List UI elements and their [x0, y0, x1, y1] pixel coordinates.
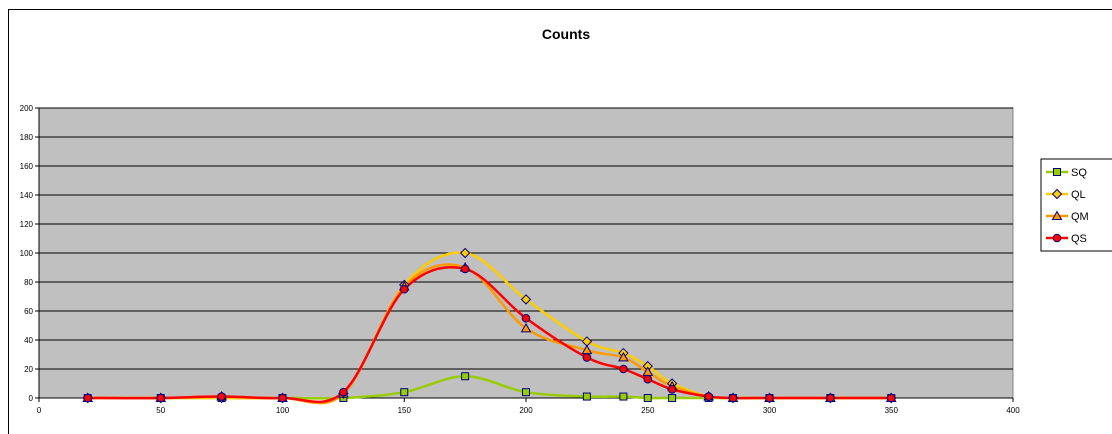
data-point — [704, 392, 713, 401]
data-point — [619, 392, 628, 401]
data-point — [520, 294, 532, 305]
y-tick-label: 200 — [20, 104, 34, 113]
data-point — [619, 364, 628, 374]
data-point — [643, 374, 653, 384]
data-point — [728, 393, 738, 403]
legend-item-sq: SQ — [1046, 167, 1087, 179]
y-tick-label: 140 — [20, 191, 34, 200]
legend-label: QS — [1071, 233, 1087, 245]
data-point — [460, 264, 470, 274]
data-point — [522, 388, 530, 397]
chart-frame: Counts 0 20 40 60 80 100 120 140 160 180 200 0 50 100… — [8, 9, 1112, 434]
x-tick-label: 100 — [276, 406, 290, 415]
data-point — [521, 313, 531, 323]
data-point — [83, 393, 92, 403]
data-point — [278, 393, 287, 403]
y-tick-label: 120 — [20, 220, 34, 229]
legend-swatch-marker — [1052, 233, 1062, 243]
series-layer — [82, 247, 897, 405]
data-point — [582, 353, 592, 362]
x-tick-label: 250 — [641, 406, 655, 415]
data-point — [461, 372, 470, 381]
data-point — [520, 322, 532, 333]
x-tick-label: 400 — [1006, 406, 1020, 415]
chart-title: Counts — [542, 26, 590, 42]
legend-swatch-marker — [1051, 188, 1063, 200]
y-tick-label: 0 — [29, 394, 34, 403]
data-point — [668, 394, 677, 402]
data-point — [886, 393, 896, 403]
legend-box — [1040, 158, 1112, 252]
y-tick-label: 160 — [20, 162, 34, 171]
x-tick-label: 150 — [398, 406, 412, 415]
x-tick-label: 0 — [37, 406, 42, 415]
data-point — [643, 394, 652, 402]
legend-item-ql: QL — [1046, 188, 1086, 201]
x-tick-label: 200 — [519, 406, 533, 415]
data-point — [339, 387, 348, 397]
data-point — [826, 393, 835, 403]
y-tick-label: 20 — [24, 365, 33, 374]
legend-item-qs: QS — [1046, 233, 1087, 245]
data-point — [400, 388, 409, 397]
legend-swatch-marker — [1053, 168, 1061, 176]
y-tick-label: 100 — [20, 249, 34, 258]
x-tick-label: 350 — [885, 406, 899, 415]
legend: SQ QL QM QS — [1040, 158, 1112, 252]
x-tick-label: 300 — [763, 406, 777, 415]
legend-label: QM — [1071, 211, 1089, 223]
legend-label: QL — [1071, 189, 1086, 201]
y-tick-label: 60 — [24, 307, 33, 316]
data-point — [618, 351, 629, 362]
data-point — [217, 392, 226, 401]
legend-swatch-marker — [1051, 210, 1063, 220]
y-tick-label: 180 — [20, 133, 34, 142]
data-point — [582, 392, 591, 401]
data-point — [156, 393, 166, 403]
x-tick-label: 50 — [156, 406, 165, 415]
legend-item-qm: QM — [1046, 210, 1089, 223]
line-chart: Counts 0 20 40 60 80 100 120 140 160 180 200 0 50 100… — [20, 26, 1112, 415]
gridlines — [39, 107, 1013, 370]
data-point — [765, 393, 774, 403]
data-point — [667, 385, 677, 394]
series-markers-qs — [83, 264, 896, 403]
data-point — [399, 284, 409, 294]
y-tick-label: 40 — [24, 336, 33, 345]
y-tick-label: 80 — [24, 278, 33, 287]
legend-label: SQ — [1071, 167, 1087, 179]
data-point — [459, 247, 471, 259]
